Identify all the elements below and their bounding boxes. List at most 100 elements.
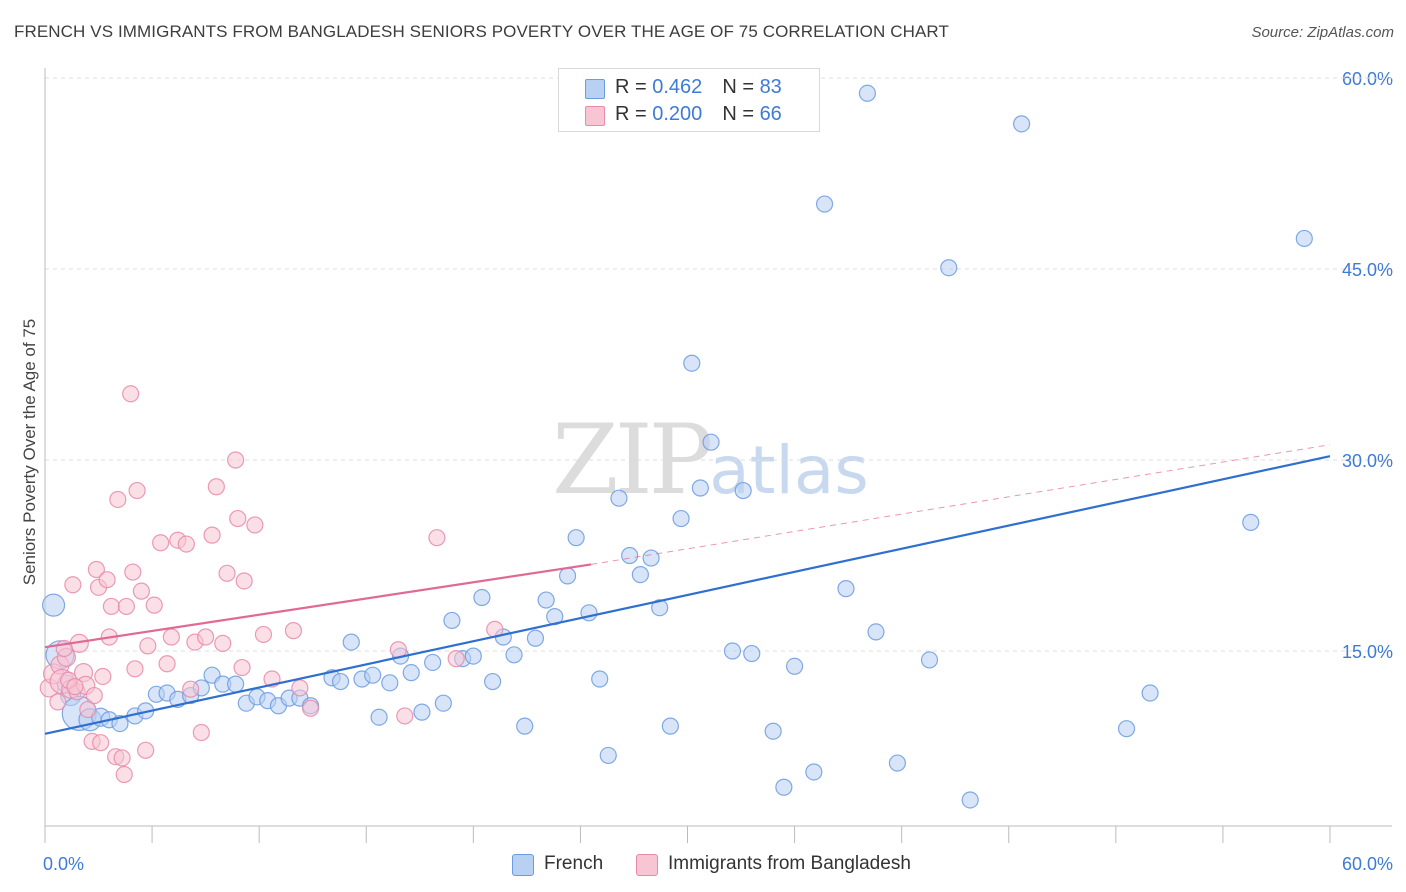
bottom-legend-label-french: French [544, 853, 604, 874]
point-french [413, 703, 431, 721]
point-bangladesh [203, 526, 221, 544]
legend-r-label: R = [615, 76, 653, 98]
point-bangladesh [92, 734, 110, 752]
point-bangladesh [227, 451, 245, 469]
watermark: ZIPatlas [552, 404, 869, 516]
point-french [516, 717, 534, 735]
point-bangladesh [145, 596, 163, 614]
point-french [858, 84, 877, 102]
point-bangladesh [132, 582, 150, 600]
bottom-legend-swatch-bangladesh [636, 854, 658, 876]
point-french [743, 644, 761, 663]
point-french [642, 549, 660, 567]
point-french [785, 657, 804, 675]
correlation-legend: R = 0.462 N = 83 R = 0.200 N = 66 [558, 68, 820, 132]
point-french [342, 633, 360, 651]
point-french [805, 763, 823, 781]
point-bangladesh [214, 634, 232, 652]
point-french [484, 672, 502, 691]
point-bangladesh [139, 637, 157, 655]
point-bangladesh [284, 622, 303, 640]
legend-text-french: R = 0.462 N = 83 [615, 76, 782, 99]
y-tick-label: 60.0% [1342, 69, 1393, 89]
point-french [961, 791, 979, 809]
point-bangladesh [113, 749, 131, 767]
point-french [837, 580, 855, 598]
point-french [526, 629, 545, 647]
point-bangladesh [192, 723, 210, 742]
point-french [402, 664, 420, 682]
point-bangladesh [94, 667, 112, 686]
point-french [537, 591, 555, 609]
bottom-legend-label-bangladesh: Immigrants from Bangladesh [668, 853, 911, 874]
point-bangladesh [197, 628, 215, 646]
point-french [1117, 720, 1136, 738]
point-french [567, 529, 585, 547]
point-bangladesh [126, 660, 144, 678]
point-french [661, 717, 679, 735]
legend-swatch-bangladesh [585, 106, 605, 126]
point-bangladesh [128, 481, 146, 500]
point-bangladesh [117, 597, 135, 616]
point-french [888, 754, 906, 772]
point-french [723, 642, 742, 660]
point-french [610, 489, 628, 507]
point-bangladesh [98, 571, 116, 589]
point-bangladesh [79, 700, 97, 719]
point-bangladesh [182, 680, 200, 698]
point-french [591, 670, 609, 688]
point-bangladesh [109, 490, 127, 509]
y-tick-label: 45.0% [1342, 260, 1393, 280]
point-bangladesh [447, 650, 465, 668]
point-french [443, 611, 461, 630]
point-french [331, 672, 350, 691]
point-french [1141, 684, 1159, 702]
point-french [381, 674, 399, 692]
point-french [434, 694, 452, 712]
point-french [764, 722, 782, 740]
point-french [672, 509, 690, 528]
point-french [1242, 513, 1260, 531]
trendline-french [44, 455, 1331, 735]
point-bangladesh [102, 597, 120, 616]
point-bangladesh [233, 658, 251, 677]
point-french [464, 647, 482, 665]
point-bangladesh [301, 699, 320, 717]
point-bangladesh [87, 560, 106, 579]
point-french [631, 565, 649, 584]
point-french [111, 714, 129, 733]
chart-title: FRENCH VS IMMIGRANTS FROM BANGLADESH SEN… [14, 22, 949, 41]
point-bangladesh [291, 679, 309, 697]
point-bangladesh [137, 741, 155, 759]
y-tick-label: 30.0% [1342, 451, 1393, 471]
legend-n-label: N = [722, 103, 760, 125]
point-bangladesh [229, 509, 247, 528]
point-bangladesh [428, 529, 446, 547]
trendline-bangladesh [44, 563, 592, 649]
point-french [1012, 115, 1031, 133]
point-french [41, 593, 66, 617]
trendline-bangladesh-extension [591, 444, 1331, 565]
point-bangladesh [235, 572, 253, 590]
legend-r-label: R = [615, 103, 653, 125]
point-bangladesh [254, 625, 273, 644]
point-bangladesh [396, 707, 414, 725]
point-bangladesh [122, 385, 140, 403]
point-french [621, 546, 639, 565]
legend-text-bangladesh: R = 0.200 N = 66 [615, 103, 782, 126]
point-bangladesh [218, 564, 236, 582]
point-bangladesh [49, 693, 67, 711]
point-french [867, 623, 885, 641]
point-french [683, 354, 701, 372]
legend-n-value: 66 [759, 103, 782, 125]
point-french [558, 567, 577, 585]
x-tick-label-min: 0.0% [43, 854, 84, 874]
point-bangladesh [162, 628, 180, 646]
point-french [815, 195, 834, 213]
point-bangladesh [246, 516, 264, 534]
point-french [691, 479, 709, 497]
point-bangladesh [85, 686, 103, 705]
point-french [775, 778, 793, 796]
point-french [424, 653, 442, 672]
